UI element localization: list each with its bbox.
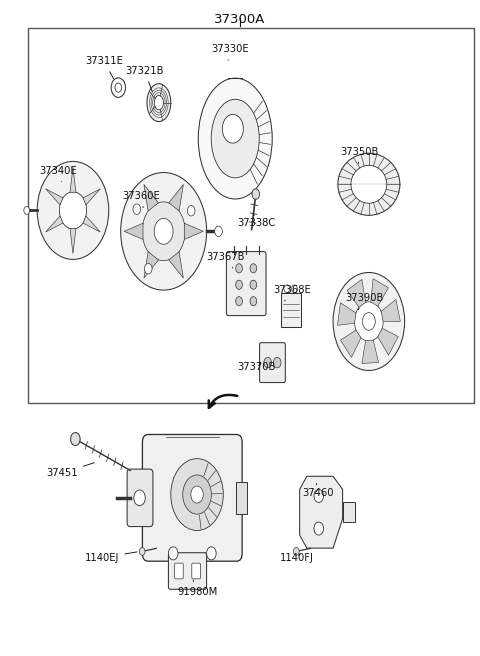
Bar [237,482,247,514]
Circle shape [250,297,257,306]
Circle shape [236,280,242,289]
Polygon shape [337,303,356,325]
FancyBboxPatch shape [227,251,266,316]
Circle shape [24,207,30,215]
Polygon shape [340,330,361,358]
Circle shape [144,264,152,274]
Text: 37451: 37451 [46,462,94,478]
FancyBboxPatch shape [168,553,206,589]
Text: 37311E: 37311E [85,56,123,79]
Polygon shape [144,252,158,278]
Circle shape [284,285,289,293]
Polygon shape [83,189,100,205]
Text: 37330E: 37330E [211,44,249,60]
Circle shape [171,459,223,531]
FancyBboxPatch shape [127,469,153,527]
Circle shape [236,264,242,273]
Polygon shape [46,216,63,232]
Polygon shape [70,167,76,192]
Circle shape [222,114,243,143]
Ellipse shape [351,165,387,203]
Circle shape [274,358,281,368]
Polygon shape [70,228,76,253]
Circle shape [154,218,173,244]
Polygon shape [169,184,183,211]
Ellipse shape [338,154,400,215]
Circle shape [333,272,405,371]
Text: 37367B: 37367B [206,253,245,268]
Text: 1140FJ: 1140FJ [280,553,314,563]
Circle shape [134,490,145,506]
Ellipse shape [147,84,171,121]
Circle shape [314,522,324,535]
Circle shape [264,358,272,368]
Circle shape [183,475,211,514]
Polygon shape [124,223,143,239]
Circle shape [362,313,375,330]
Polygon shape [169,252,183,278]
Text: 37350B: 37350B [340,147,379,163]
Circle shape [314,489,324,502]
Circle shape [115,83,121,92]
FancyBboxPatch shape [143,434,242,561]
Text: 37390B: 37390B [345,293,384,310]
Polygon shape [371,279,388,306]
Circle shape [206,547,216,560]
Circle shape [142,202,185,260]
Circle shape [250,280,257,289]
Text: 37370B: 37370B [237,362,276,372]
Polygon shape [347,279,366,307]
Text: 37338C: 37338C [238,214,276,228]
Text: 37340E: 37340E [39,166,77,182]
Circle shape [191,486,203,503]
FancyBboxPatch shape [260,342,285,382]
Circle shape [60,192,86,229]
Circle shape [111,78,125,97]
Circle shape [37,161,109,259]
Polygon shape [144,184,158,211]
Circle shape [252,189,260,199]
Text: 37460: 37460 [302,483,334,498]
Polygon shape [184,223,203,239]
Circle shape [168,547,178,560]
Circle shape [215,226,222,237]
Polygon shape [46,189,63,205]
Text: 37321B: 37321B [125,66,164,92]
Polygon shape [378,329,398,355]
Ellipse shape [155,95,163,110]
Ellipse shape [211,99,259,178]
Ellipse shape [198,78,272,199]
Polygon shape [362,340,379,363]
Circle shape [293,548,299,556]
Circle shape [133,204,141,215]
Text: 37360E: 37360E [122,191,160,208]
Text: 37300A: 37300A [214,13,266,26]
Polygon shape [381,299,400,321]
Circle shape [71,432,80,445]
FancyBboxPatch shape [175,563,183,579]
Bar [28,28,474,403]
Circle shape [291,285,297,293]
Circle shape [250,264,257,273]
Text: 1140EJ: 1140EJ [85,552,137,563]
Text: 91980M: 91980M [177,580,217,597]
Bar [281,293,300,327]
Circle shape [139,548,145,556]
Bar [343,502,355,522]
FancyBboxPatch shape [192,563,200,579]
Circle shape [187,205,195,216]
Polygon shape [300,476,343,548]
Circle shape [120,173,206,290]
Text: 37368E: 37368E [274,285,311,301]
Circle shape [236,297,242,306]
Polygon shape [83,216,100,232]
Circle shape [355,302,383,341]
